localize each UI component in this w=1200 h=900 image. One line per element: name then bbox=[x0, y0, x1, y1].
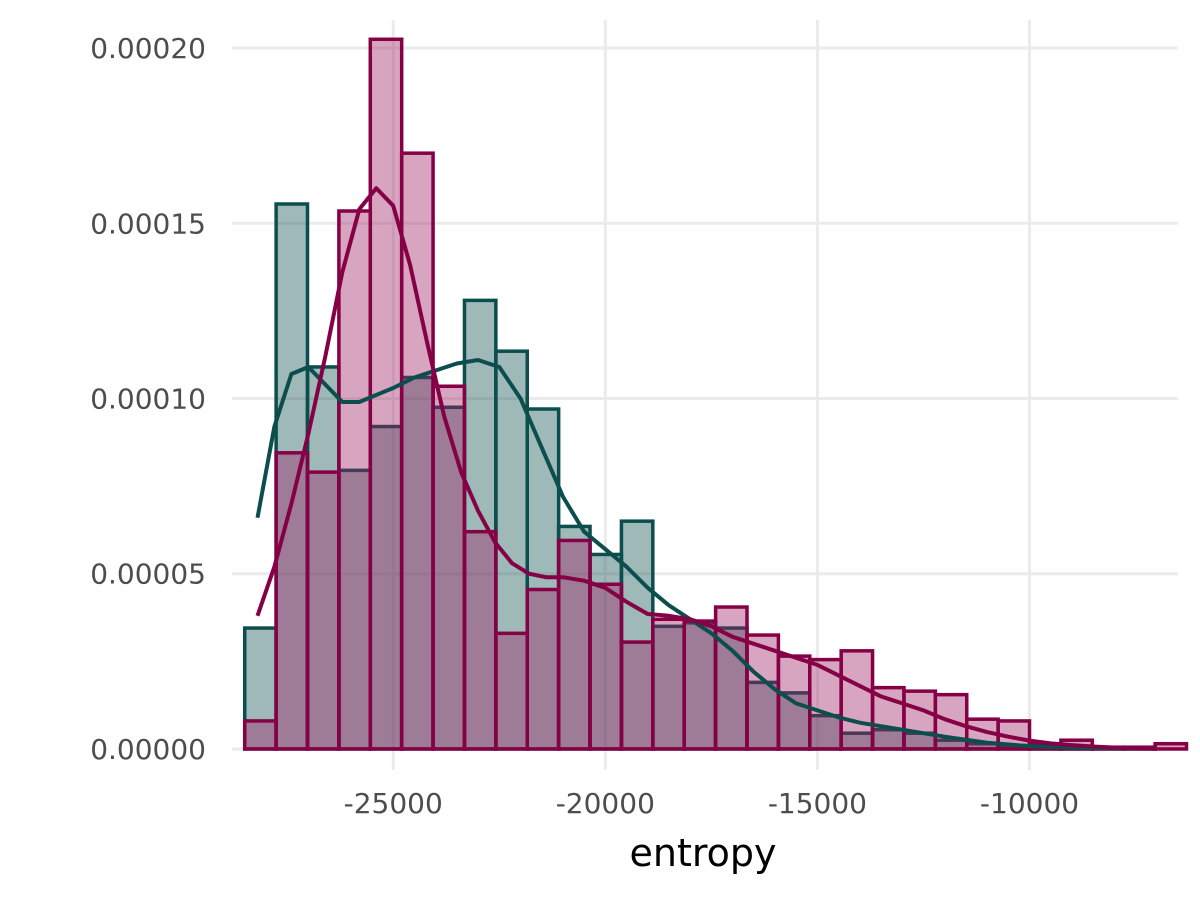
histogram-bar bbox=[305, 470, 341, 751]
histogram-bar bbox=[745, 633, 781, 751]
histogram-bar bbox=[902, 689, 938, 751]
density-layer bbox=[255, 186, 1157, 751]
y-tick-label: 0.00010 bbox=[90, 383, 206, 416]
histogram-bar bbox=[525, 587, 561, 751]
histogram-bar bbox=[588, 582, 624, 751]
x-tick-label: -15000 bbox=[768, 787, 867, 820]
histogram-bar bbox=[462, 529, 498, 751]
histogram-bar bbox=[713, 605, 749, 751]
histogram-bar bbox=[399, 151, 435, 751]
histogram-bar bbox=[242, 719, 278, 751]
histogram-bar bbox=[1153, 741, 1189, 751]
y-tick-labels: 0.00000 0.00005 0.00010 0.00015 0.00020 bbox=[90, 32, 206, 766]
histogram-bar bbox=[839, 649, 875, 751]
x-tick-label: -25000 bbox=[344, 787, 443, 820]
histogram-bar bbox=[431, 384, 467, 751]
histogram-series-2 bbox=[242, 37, 1189, 751]
histogram-bar bbox=[619, 640, 655, 751]
histogram-bar bbox=[494, 631, 530, 751]
histogram-bar bbox=[556, 538, 592, 751]
x-tick-label: -20000 bbox=[556, 787, 655, 820]
x-tick-labels: -25000 -20000 -15000 -10000 bbox=[344, 787, 1080, 820]
y-tick-label: 0.00020 bbox=[90, 32, 206, 65]
x-axis-title: entropy bbox=[629, 831, 776, 875]
density-curve-series-1 bbox=[255, 358, 1157, 751]
histogram-bar bbox=[682, 619, 718, 751]
bars-layer bbox=[242, 37, 1189, 751]
x-tick-label: -10000 bbox=[980, 787, 1079, 820]
histogram-bar bbox=[651, 617, 686, 751]
histogram-bar bbox=[337, 209, 373, 751]
y-tick-label: 0.00000 bbox=[90, 733, 206, 766]
y-tick-label: 0.00005 bbox=[90, 558, 206, 591]
density-curve-series-2 bbox=[255, 186, 1157, 751]
y-tick-label: 0.00015 bbox=[90, 207, 206, 240]
